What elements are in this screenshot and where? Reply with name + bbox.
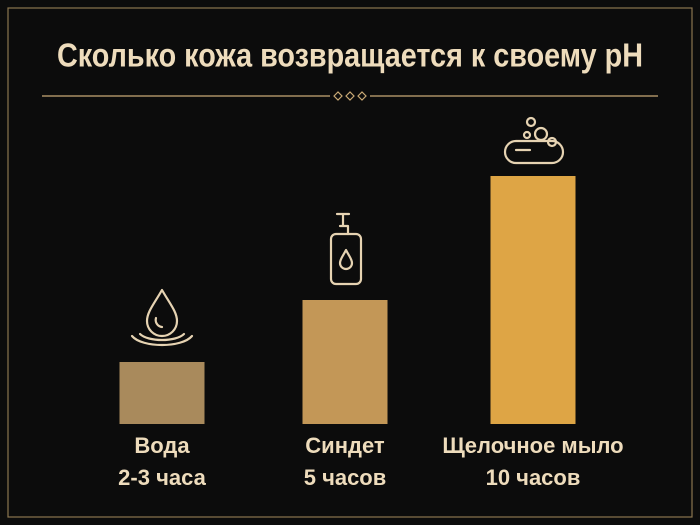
category-label: Щелочное мыло xyxy=(442,433,623,458)
bottle-icon xyxy=(329,212,363,286)
category-label: Вода xyxy=(134,433,190,458)
soap-icon xyxy=(503,116,565,165)
category-label: Синдет xyxy=(305,433,385,458)
divider xyxy=(42,91,658,101)
chart-title: Сколько кожа возвращается к своему pH xyxy=(57,37,643,74)
bar xyxy=(490,176,576,424)
value-label: 5 часов xyxy=(304,465,387,490)
bar xyxy=(302,300,388,424)
value-label: 2-3 часа xyxy=(118,465,206,490)
value-label: 10 часов xyxy=(486,465,581,490)
frame xyxy=(7,7,693,518)
water-drop-icon xyxy=(130,288,194,346)
bar xyxy=(119,362,205,424)
